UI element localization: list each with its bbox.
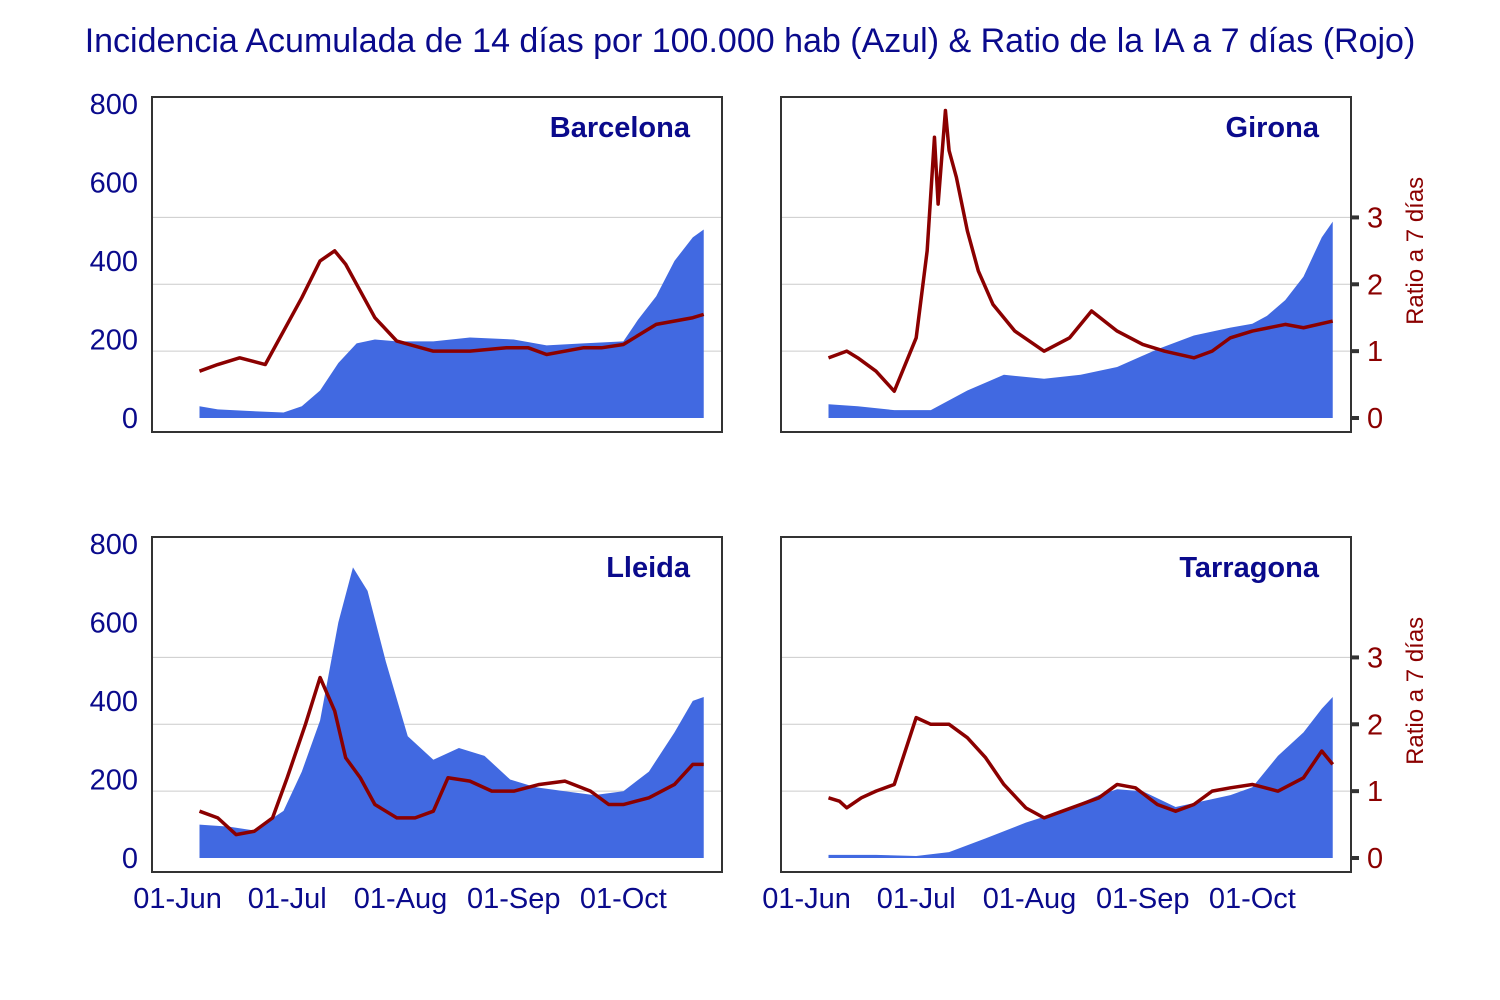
x-tick-label: 01-Jul [248, 883, 327, 915]
panel-girona: Girona 0 1 2 3 Ratio a 7 días [780, 96, 1429, 435]
panel-tarragona: Tarragona 0 1 2 3 Ratio a 7 días 01-Jun 01-Jul 0… [762, 536, 1429, 915]
y-tick-label: 0 [122, 403, 138, 435]
panel-barcelona: Barcelona 0 200 400 600 800 [90, 89, 723, 435]
ratio-line [198, 675, 704, 837]
y-tick-label: 400 [90, 246, 138, 278]
panel-lleida: Lleida 0 200 400 600 800 01-Jun 01-Jul 01-Aug 01-… [90, 529, 723, 915]
plot-frame [780, 536, 1352, 873]
x-tick-label: 01-Oct [1209, 883, 1296, 915]
y-right-tick-label: 0 [1367, 403, 1383, 435]
y-right-axis-label: Ratio a 7 días [1402, 177, 1429, 325]
x-tick-label: 01-Jun [133, 883, 222, 915]
x-tick-label: 01-Aug [354, 883, 448, 915]
plot-frame [780, 96, 1352, 433]
y-tick-label: 800 [90, 89, 138, 121]
y-right-tick-label: 3 [1367, 202, 1383, 234]
x-tick-label: 01-Jun [762, 883, 851, 915]
y-tick-label: 600 [90, 167, 138, 199]
panel-label: Tarragona [1179, 552, 1320, 584]
x-tick-label: 01-Jul [877, 883, 956, 915]
y-right-tick-label: 0 [1367, 843, 1383, 875]
y-tick-label: 600 [90, 607, 138, 639]
incidence-area [199, 229, 704, 418]
incidence-area [828, 696, 1333, 858]
panel-label: Barcelona [550, 112, 691, 144]
panel-label: Lleida [606, 552, 691, 584]
x-tick-label: 01-Oct [580, 883, 667, 915]
y-tick-label: 0 [122, 843, 138, 875]
y-tick-label: 200 [90, 764, 138, 796]
y-right-tick-label: 3 [1367, 642, 1383, 674]
chart-title: Incidencia Acumulada de 14 días por 100.… [85, 22, 1416, 60]
x-tick-label: 01-Aug [983, 883, 1077, 915]
plot-frame [151, 96, 723, 433]
y-right-tick-label: 1 [1367, 776, 1383, 808]
x-tick-label: 01-Sep [1096, 883, 1190, 915]
ratio-line [827, 715, 1335, 820]
incidence-area [199, 567, 704, 858]
y-tick-label: 800 [90, 529, 138, 561]
x-tick-label: 01-Sep [467, 883, 561, 915]
ratio-line [827, 108, 1334, 394]
y-right-tick-label: 1 [1367, 336, 1383, 368]
plot-frame [151, 536, 723, 873]
panel-label: Girona [1226, 112, 1320, 144]
y-tick-label: 400 [90, 686, 138, 718]
incidence-area [828, 221, 1333, 418]
ratio-line [198, 249, 705, 373]
y-right-axis-label: Ratio a 7 días [1402, 617, 1429, 765]
y-right-tick-label: 2 [1367, 709, 1383, 741]
y-right-tick-label: 2 [1367, 269, 1383, 301]
y-tick-label: 200 [90, 324, 138, 356]
